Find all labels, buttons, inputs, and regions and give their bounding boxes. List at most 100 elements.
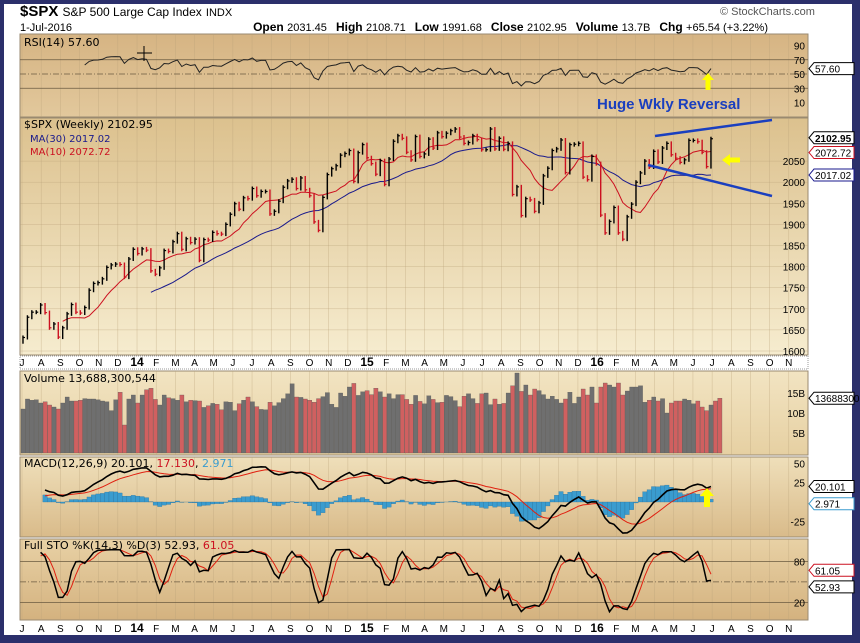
volume-bar <box>263 409 268 454</box>
price-bar <box>84 305 87 316</box>
volume-bar <box>642 402 648 454</box>
macd-hist-bar <box>338 497 343 503</box>
macd-hist-bar <box>329 501 335 504</box>
macd-hist-bar <box>272 501 277 506</box>
macd-hist-bar <box>435 501 440 503</box>
price-bar <box>560 138 564 151</box>
volume-bar <box>179 394 185 454</box>
volume-bar <box>69 400 74 454</box>
month-label: J <box>480 624 485 635</box>
macd-hist-bar <box>360 497 365 503</box>
volume-bar <box>598 386 604 454</box>
macd-hist-bar <box>91 494 96 503</box>
volume-bar <box>51 406 57 454</box>
volume-last-tag: 13688300544 <box>808 391 860 405</box>
month-label: O <box>766 358 774 369</box>
volume-bar <box>329 404 335 454</box>
volume-bar <box>360 391 365 454</box>
price-bar <box>692 138 696 143</box>
macd-signal-value: 17.130 <box>156 457 196 470</box>
macd-title: MACD(12,26,9) <box>24 457 108 470</box>
sto-k-last-tag-box <box>808 580 855 594</box>
month-label: J <box>230 624 235 635</box>
volume-bar <box>307 400 312 454</box>
volume-bar <box>378 391 383 454</box>
macd-hist-bar <box>201 501 207 506</box>
volume-bar <box>109 410 114 454</box>
macd-last-tag: 20.101 <box>808 479 855 493</box>
volume-bar <box>294 396 299 454</box>
price-bar <box>101 276 105 285</box>
price-tick-label: 1800 <box>783 263 806 274</box>
macd-hist-bar <box>479 501 484 508</box>
macd-hist-bar <box>82 499 88 503</box>
macd-hist-last-tag-text: 2.971 <box>815 500 840 511</box>
price-bar <box>410 150 414 162</box>
sto-d-line <box>40 549 712 610</box>
rsi-last-tag: 57.60 <box>808 62 855 76</box>
month-label: A <box>191 624 198 635</box>
price-bar <box>35 310 39 315</box>
ma30-line <box>150 143 712 293</box>
price-bar <box>291 177 295 183</box>
macd-hist-bar <box>373 501 379 505</box>
macd-hist-bar <box>399 499 405 503</box>
month-label: F <box>153 358 159 369</box>
macd-hist-bar <box>554 495 559 503</box>
sto-k-line <box>40 548 712 614</box>
price-bar <box>450 128 453 136</box>
price-bar <box>198 237 202 263</box>
macd-hist-last-tag: 2.971 <box>808 497 855 511</box>
macd-hist-bar <box>638 496 643 503</box>
up-arrow-icon <box>702 73 714 90</box>
volume-bar <box>320 396 326 454</box>
price-bar <box>317 219 321 233</box>
month-label: 14 <box>130 621 144 635</box>
volume-bar <box>682 398 687 454</box>
price-bar <box>555 146 559 153</box>
macd-hist-bar <box>351 499 357 503</box>
macd-hist-bar <box>355 498 361 503</box>
price-bar <box>57 321 61 340</box>
quote-value: 1991.68 <box>442 22 485 34</box>
volume-bar <box>704 410 709 454</box>
price-bar <box>225 222 228 237</box>
month-label: F <box>153 624 159 635</box>
quote-value: 2102.95 <box>526 22 570 34</box>
price-bar <box>401 133 405 141</box>
macd-hist-bar <box>311 501 317 512</box>
macd-hist-bar <box>695 493 701 503</box>
month-label: A <box>498 358 505 369</box>
volume-bar <box>64 396 70 454</box>
rsi-tick-label: 70 <box>794 56 806 67</box>
quote-label: Close <box>490 20 527 34</box>
month-label: O <box>306 624 314 635</box>
price-bar <box>247 195 250 201</box>
volume-bar <box>373 388 379 454</box>
price-bar <box>61 325 65 340</box>
month-label: J <box>250 624 255 635</box>
price-bar <box>256 186 259 198</box>
price-label: $SPX (Weekly) 2102.95 <box>24 118 153 131</box>
rsi-tick-label: 30 <box>794 84 806 95</box>
volume-bar <box>250 401 255 454</box>
month-label: N <box>785 624 792 635</box>
volume-bar <box>519 391 524 454</box>
price-bar <box>295 177 299 191</box>
month-label: D <box>574 624 581 635</box>
price-bar <box>564 138 568 175</box>
price-bar <box>353 148 356 184</box>
volume-bar <box>691 403 696 454</box>
month-label: J <box>250 358 255 369</box>
month-label: A <box>268 624 275 635</box>
volume-bar <box>311 402 317 454</box>
price-bar <box>586 175 590 182</box>
macd-hist-bar <box>135 495 141 503</box>
macd-hist-bar <box>205 501 211 506</box>
month-label: A <box>651 358 658 369</box>
month-label: M <box>670 358 678 369</box>
ma10-last-tag-text: 2072.72 <box>815 149 852 160</box>
volume-bar <box>492 398 498 454</box>
price-bar <box>666 141 669 151</box>
